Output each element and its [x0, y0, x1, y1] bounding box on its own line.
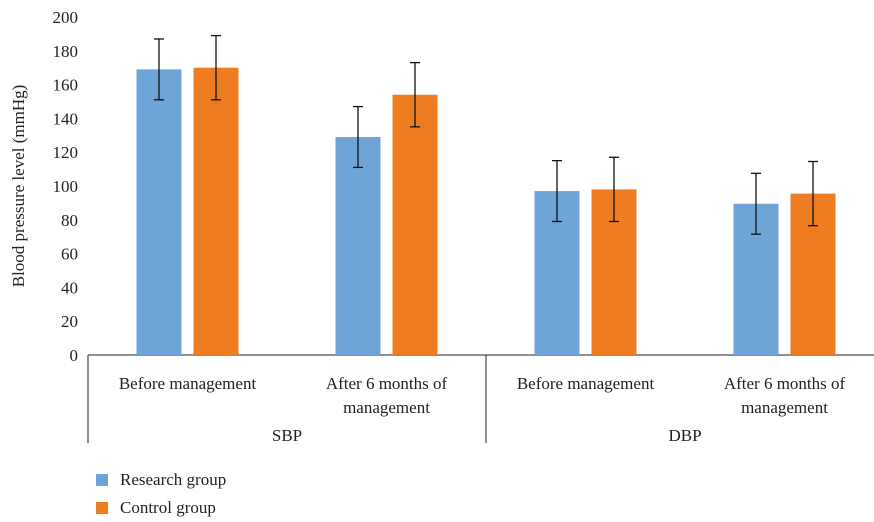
bar-control — [392, 94, 438, 356]
legend-label: Control group — [120, 498, 216, 517]
y-tick-label: 80 — [61, 211, 78, 230]
y-tick-label: 200 — [53, 8, 79, 27]
x-group-label: SBP — [272, 426, 302, 445]
y-tick-label: 0 — [70, 346, 79, 365]
legend-swatch — [96, 502, 108, 514]
x-category-label: Before management — [517, 374, 655, 393]
x-category-label: management — [343, 398, 430, 417]
legend-item: Control group — [96, 494, 226, 522]
bar-control — [193, 67, 239, 355]
y-tick-label: 140 — [53, 109, 79, 128]
legend-label: Research group — [120, 470, 227, 489]
y-axis-label: Blood pressure level (mmHg) — [9, 85, 28, 288]
y-tick-label: 20 — [61, 312, 78, 331]
y-tick-label: 160 — [53, 76, 79, 95]
y-tick-label: 40 — [61, 278, 78, 297]
y-tick-label: 180 — [53, 42, 79, 61]
y-tick-label: 120 — [53, 143, 79, 162]
x-category-label: After 6 months of — [326, 374, 448, 393]
x-group-label: DBP — [668, 426, 701, 445]
bar-research — [335, 136, 381, 355]
bar-research — [136, 69, 182, 355]
x-category-label: After 6 months of — [724, 374, 846, 393]
legend-item: Research group — [96, 466, 226, 494]
legend-swatch — [96, 474, 108, 486]
legend: Research group Control group — [96, 466, 226, 522]
y-tick-label: 60 — [61, 245, 78, 264]
x-category-label: management — [741, 398, 828, 417]
x-category-label: Before management — [119, 374, 257, 393]
y-tick-label: 100 — [53, 177, 79, 196]
